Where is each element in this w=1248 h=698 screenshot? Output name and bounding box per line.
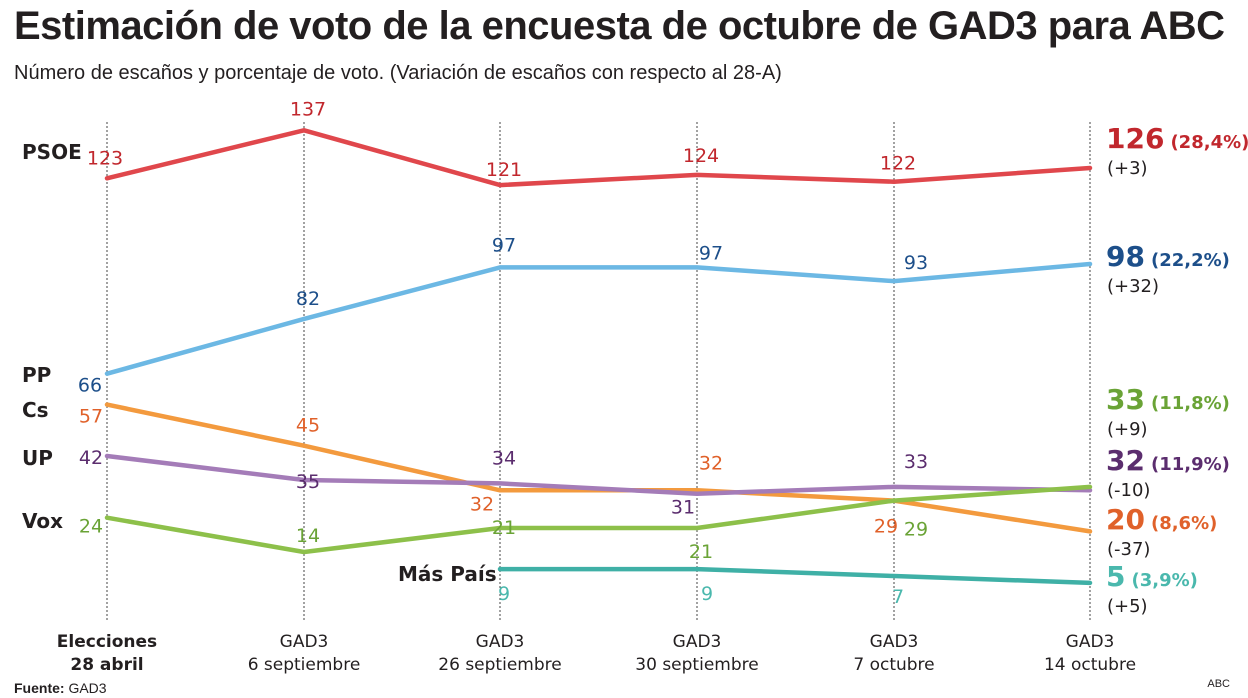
credit-logo: ABC xyxy=(1207,678,1230,690)
final-seats-mas-pais: 5 xyxy=(1106,560,1125,593)
final-up: 32 (11,9%) xyxy=(1106,444,1230,477)
legend-psoe: PSOE xyxy=(22,140,82,164)
x-label-line2-0: 28 abril xyxy=(70,655,143,675)
point-label-psoe-0: 123 xyxy=(87,147,123,169)
point-label-vox-0: 24 xyxy=(79,516,103,538)
legend-pp: PP xyxy=(22,363,51,387)
legend-cs: Cs xyxy=(22,398,49,422)
final-pct-pp: (22,2%) xyxy=(1151,250,1230,271)
final-pct-psoe: (28,4%) xyxy=(1170,132,1248,153)
final-seats-vox: 33 xyxy=(1106,383,1145,416)
x-axis: Elecciones 28 abril GAD3 6 septiembre GAD3 26… xyxy=(57,632,1136,675)
final-pct-vox: (11,8%) xyxy=(1151,393,1230,414)
point-label-up-1: 35 xyxy=(296,471,320,493)
point-label-psoe-3: 124 xyxy=(683,145,719,167)
final-results: 126 (28,4%) (+3) 98 (22,2%) (+32) 20 (8,6%)(-37… xyxy=(1106,122,1248,617)
guide-lines xyxy=(106,122,1091,622)
final-psoe: 126 (28,4%) xyxy=(1106,122,1248,155)
source-note: Fuente: GAD3 xyxy=(14,680,107,696)
final-pct-up: (11,9%) xyxy=(1151,454,1230,475)
point-label-up-3: 31 xyxy=(671,497,695,519)
chart-title: Estimación de voto de la encuesta de oct… xyxy=(14,4,1225,48)
final-seats-psoe: 126 xyxy=(1106,122,1164,155)
source-label: Fuente: xyxy=(14,680,65,696)
point-label-psoe-2: 121 xyxy=(486,159,522,181)
point-label-cs-4: 29 xyxy=(874,516,898,538)
x-label-line1-5: GAD3 xyxy=(1066,632,1115,652)
final-pct-mas-pais: (3,9%) xyxy=(1131,570,1197,591)
party-legend: PSOE PP Cs UP Vox Más País xyxy=(22,140,497,586)
point-label-pp-1: 82 xyxy=(296,288,320,310)
final-pct-cs: (8,6%) xyxy=(1151,513,1217,534)
point-label-cs-2: 32 xyxy=(470,493,494,515)
final-diff-cs: (-37) xyxy=(1107,539,1150,560)
x-label-line1-3: GAD3 xyxy=(673,632,722,652)
point-label-psoe-4: 122 xyxy=(880,153,916,175)
legend-mas-pais: Más País xyxy=(398,562,497,586)
x-label-line2-2: 26 septiembre xyxy=(438,655,561,675)
final-diff-mas-pais: (+5) xyxy=(1107,596,1148,617)
final-diff-pp: (+32) xyxy=(1107,276,1159,297)
series-line-pp xyxy=(104,261,1093,376)
point-label-up-2: 34 xyxy=(492,447,516,469)
point-label-mas-pais-2: 9 xyxy=(498,583,510,605)
final-seats-up: 32 xyxy=(1106,444,1145,477)
x-label-line2-1: 6 septiembre xyxy=(248,655,361,675)
x-label-line2-4: 7 octubre xyxy=(853,655,934,675)
x-label-line1-1: GAD3 xyxy=(280,632,329,652)
final-cs: 20 (8,6%) xyxy=(1106,503,1217,536)
final-vox: 33 (11,8%) xyxy=(1106,383,1230,416)
x-label-line2-5: 14 octubre xyxy=(1044,655,1136,675)
point-label-mas-pais-3: 9 xyxy=(701,583,713,605)
point-label-vox-1: 14 xyxy=(296,525,320,547)
point-label-cs-1: 45 xyxy=(296,415,320,437)
series-line-vox xyxy=(104,484,1093,555)
x-label-line2-3: 30 septiembre xyxy=(635,655,758,675)
point-label-cs-0: 57 xyxy=(79,406,103,428)
final-seats-pp: 98 xyxy=(1106,240,1145,273)
point-label-mas-pais-4: 7 xyxy=(892,586,904,608)
point-label-pp-3: 97 xyxy=(699,242,723,264)
point-label-vox-3: 21 xyxy=(689,541,713,563)
x-label-line1-0: Elecciones xyxy=(57,632,157,652)
x-label-line1-2: GAD3 xyxy=(476,632,525,652)
point-label-pp-2: 97 xyxy=(492,234,516,256)
chart-subtitle: Número de escaños y porcentaje de voto. … xyxy=(14,62,782,84)
point-label-pp-0: 66 xyxy=(78,375,102,397)
final-diff-up: (-10) xyxy=(1107,480,1150,501)
point-label-up-4: 33 xyxy=(904,451,928,473)
series-line-psoe xyxy=(104,128,1093,188)
point-label-up-0: 42 xyxy=(79,447,103,469)
legend-up: UP xyxy=(22,446,53,470)
point-label-vox-4: 29 xyxy=(904,519,928,541)
final-diff-psoe: (+3) xyxy=(1107,158,1148,179)
point-label-psoe-1: 137 xyxy=(290,98,326,120)
source-value: GAD3 xyxy=(68,680,107,696)
series-lines xyxy=(104,128,1093,586)
final-pp: 98 (22,2%) xyxy=(1106,240,1230,273)
point-label-vox-2: 21 xyxy=(492,517,516,539)
final-diff-vox: (+9) xyxy=(1107,419,1148,440)
point-label-cs-3: 32 xyxy=(699,452,723,474)
series-line-up xyxy=(104,453,1093,496)
series-line-mas-pais xyxy=(497,566,1093,586)
x-label-line1-4: GAD3 xyxy=(870,632,919,652)
final-mas-pais: 5 (3,9%) xyxy=(1106,560,1198,593)
point-label-pp-4: 93 xyxy=(904,252,928,274)
series-line-cs xyxy=(104,402,1093,534)
final-seats-cs: 20 xyxy=(1106,503,1145,536)
legend-vox: Vox xyxy=(22,509,63,533)
